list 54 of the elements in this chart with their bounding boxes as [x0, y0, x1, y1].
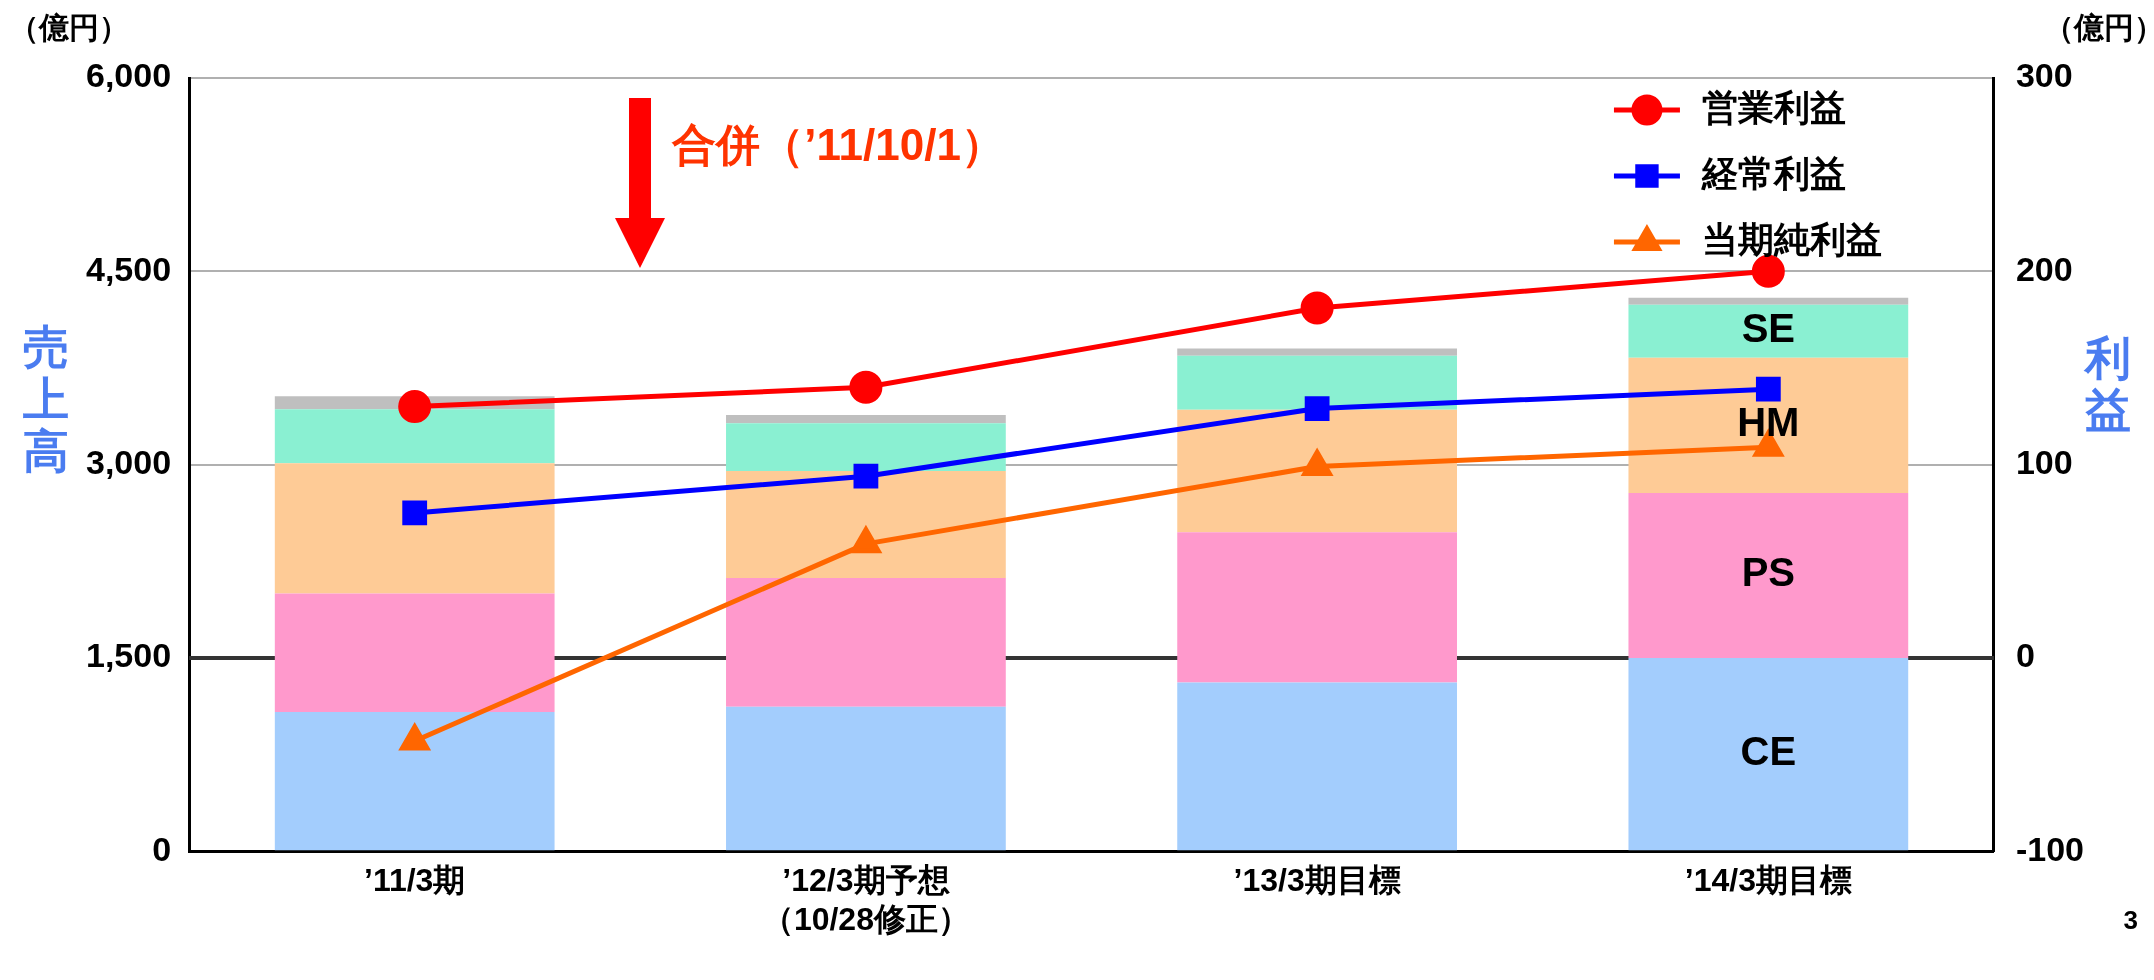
- bar: [1177, 355, 1457, 410]
- y-tick-label: 6,000: [85, 56, 172, 95]
- y2-tick-label: -100: [2015, 829, 2085, 868]
- bar: [726, 414, 1006, 424]
- bar: [1628, 357, 1909, 493]
- bar: [274, 463, 555, 594]
- point: [1300, 291, 1334, 325]
- text: （億円）: [2043, 11, 2154, 45]
- bar: [1628, 304, 1909, 358]
- x-tick-label: ’14/3期目標: [1684, 862, 1852, 899]
- bar: [1177, 348, 1457, 356]
- bar: [1177, 409, 1457, 533]
- point: [402, 500, 428, 526]
- legend-label: 営業利益: [1701, 86, 1846, 128]
- x-tick-label: ’11/3期: [363, 862, 466, 899]
- series-label: HM: [1737, 400, 1800, 445]
- y2-tick-label: 0: [2015, 636, 2035, 675]
- text: 3: [2123, 905, 2138, 936]
- bar: [726, 706, 1006, 851]
- x-tick-label: ’13/3期目標: [1233, 862, 1401, 899]
- bar: [1628, 492, 1909, 658]
- y2-tick-label: 300: [2015, 56, 2073, 95]
- point: [1755, 376, 1781, 402]
- y-axis-title: 売上高: [23, 321, 69, 478]
- bar: [726, 578, 1006, 707]
- bar: [274, 409, 555, 464]
- bar: [1628, 657, 1909, 851]
- y-tick-label: 3,000: [85, 442, 172, 481]
- legend-label: 経常利益: [1700, 152, 1846, 194]
- x-tick-label: ’12/3期予想（10/28修正）: [761, 862, 970, 937]
- bar: [1628, 297, 1909, 305]
- y-tick-label: 4,500: [85, 249, 172, 288]
- y-tick-label: 1,500: [85, 636, 172, 675]
- series-label: CE: [1740, 729, 1797, 774]
- series-label: PS: [1741, 550, 1796, 595]
- point: [849, 370, 883, 404]
- y2-axis-title: 利益: [2083, 331, 2131, 436]
- point: [398, 722, 431, 751]
- annotation: 合併（’11/10/1）: [671, 120, 1005, 170]
- y2-tick-label: 100: [2015, 442, 2073, 481]
- legend-label: 当期純利益: [1701, 218, 1882, 260]
- bar: [274, 712, 555, 851]
- y-tick-label: 0: [152, 829, 172, 868]
- series-label: SE: [1741, 306, 1796, 351]
- bar: [1177, 532, 1457, 683]
- point: [1304, 396, 1330, 421]
- text: （億円）: [9, 11, 130, 45]
- bar: [726, 471, 1006, 578]
- bar: [274, 593, 555, 713]
- bar: [726, 423, 1006, 472]
- point: [853, 463, 879, 489]
- bar: [1177, 682, 1457, 851]
- y2-tick-label: 200: [2015, 249, 2073, 288]
- point: [398, 390, 432, 424]
